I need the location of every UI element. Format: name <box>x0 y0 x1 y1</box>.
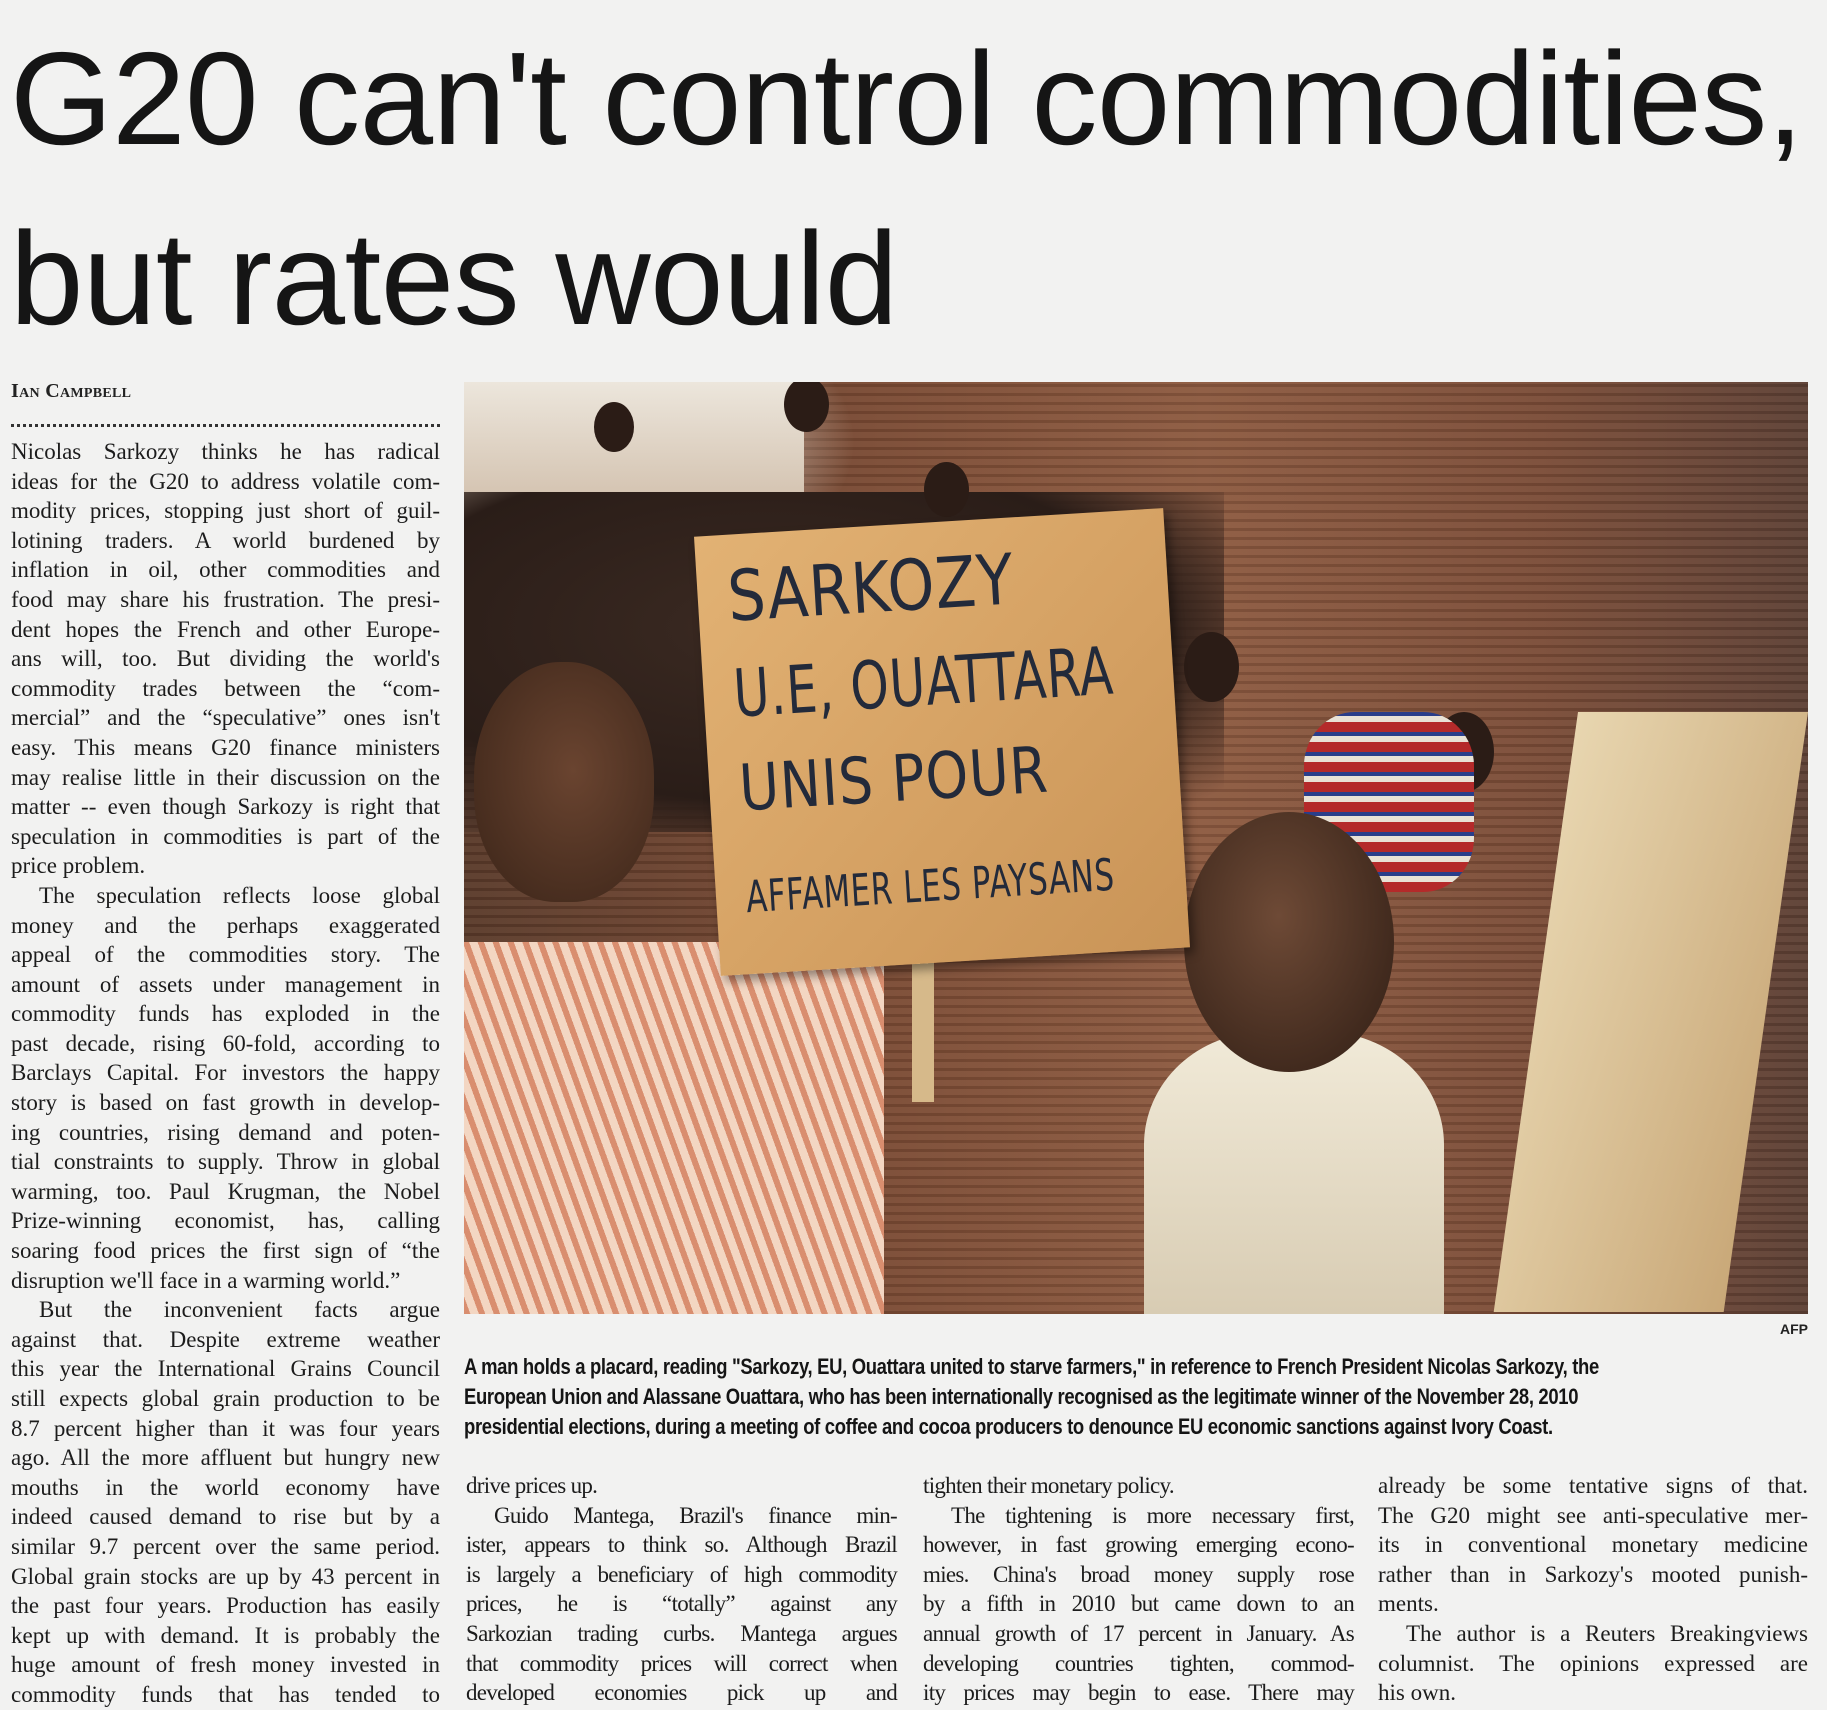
article-column-1: Nicolas Sarkozy thinks he has radical ide… <box>11 437 440 1710</box>
text-line: prices, he is “totally” against any <box>466 1591 898 1617</box>
text-line: similar 9.7 percent over the same period… <box>11 1533 440 1559</box>
text-line: matter -- even though Sarkozy is right t… <box>11 794 440 820</box>
text-line: annual growth of 17 percent in January. … <box>923 1620 1355 1646</box>
text-line: columnist. The opinions expressed are <box>1378 1650 1808 1676</box>
text-line: ago. All the more affluent but hungry ne… <box>11 1445 440 1471</box>
text-line: 8.7 percent higher than it was four year… <box>11 1415 440 1441</box>
text-line: ments. <box>1378 1591 1439 1617</box>
placard: SARKOZY U.E, OUATTARA UNIS POUR AFFAMER … <box>694 508 1190 976</box>
text-line: past decade, rising 60-fold, according t… <box>11 1030 440 1056</box>
text-line: The author is a Reuters Breakingviews <box>1406 1620 1808 1646</box>
caption-line: A man holds a placard, reading "Sarkozy,… <box>464 1354 1599 1379</box>
text-line: The tightening is more necessary first, <box>951 1502 1355 1528</box>
text-line: ity prices may begin to ease. There may <box>923 1680 1355 1706</box>
text-line: mies. China's broad money supply rose <box>923 1561 1355 1587</box>
photo-person <box>594 402 634 452</box>
headline-line: but rates would <box>10 205 898 352</box>
text-line: huge amount of fresh money invested in <box>11 1652 440 1678</box>
text-line: rather than in Sarkozy's mooted punish- <box>1378 1561 1808 1587</box>
text-line: dent hopes the French and other Europe- <box>11 616 440 642</box>
caption-line: presidential elections, during a meeting… <box>464 1414 1553 1439</box>
dotted-divider <box>11 424 440 427</box>
text-line: soaring food prices the first sign of “t… <box>11 1238 440 1264</box>
photo-person <box>924 462 969 517</box>
text-line: ing countries, rising demand and poten- <box>11 1119 440 1145</box>
placard-stick <box>912 952 934 1102</box>
text-line: Global grain stocks are up by 43 percent… <box>11 1563 440 1589</box>
text-line: its in conventional monetary medicine <box>1378 1532 1808 1558</box>
text-line: price problem. <box>11 853 146 879</box>
text-line: already be some tentative signs of that. <box>1378 1473 1808 1498</box>
photo-credit: AFP <box>1780 1321 1808 1337</box>
text-line: is largely a beneficiary of high commodi… <box>466 1561 898 1587</box>
text-line: the past four years. Production has easi… <box>11 1593 440 1619</box>
text-line: Barclays Capital. For investors the happ… <box>11 1060 440 1086</box>
photo-person <box>1184 812 1394 1072</box>
text-line: this year the International Grains Counc… <box>11 1356 440 1382</box>
news-photo: SARKOZY U.E, OUATTARA UNIS POUR AFFAMER … <box>464 382 1808 1314</box>
text-line: Nicolas Sarkozy thinks he has radical <box>11 439 440 464</box>
text-line: disruption we'll face in a warming world… <box>11 1267 401 1293</box>
text-line: food may share his frustration. The pres… <box>11 586 440 612</box>
text-line: commodity trades between the “com- <box>11 675 440 701</box>
text-line: developing countries tighten, commod- <box>923 1650 1355 1676</box>
text-line: tighten their monetary policy. <box>923 1473 1175 1498</box>
photo-person <box>464 942 884 1314</box>
photo-person <box>1184 632 1239 702</box>
text-line: that commodity prices will correct when <box>466 1650 898 1676</box>
text-line: however, in fast growing emerging econo- <box>923 1532 1355 1558</box>
byline: Ian Campbell <box>11 380 132 402</box>
text-line: tial constraints to supply. Throw in glo… <box>11 1149 440 1175</box>
text-line: The speculation reflects loose global <box>39 882 440 908</box>
text-line: by a fifth in 2010 but came down to an <box>923 1591 1355 1617</box>
text-line: warming, too. Paul Krugman, the Nobel <box>11 1178 440 1204</box>
text-line: lotining traders. A world burdened by <box>11 527 440 553</box>
photo-person <box>1144 1032 1444 1314</box>
photo-person <box>474 662 654 902</box>
text-line: inflation in oil, other commodities and <box>11 557 440 583</box>
text-line: ans will, too. But dividing the world's <box>11 646 440 672</box>
text-line: story is based on fast growth in develop… <box>11 1090 440 1116</box>
text-line: developed economies pick up and <box>466 1680 898 1706</box>
text-line: But the inconvenient facts argue <box>39 1297 440 1323</box>
text-line: kept up with demand. It is probably the <box>11 1622 440 1648</box>
text-line: mercial” and the “speculative” ones isn'… <box>11 705 440 731</box>
text-line: his own. <box>1378 1680 1456 1706</box>
text-line: against that. Despite extreme weather <box>11 1326 440 1352</box>
text-line: speculation in commodities is part of th… <box>11 823 440 849</box>
placard-text: U.E, OUATTARA <box>731 632 1116 733</box>
text-line: amount of assets under management in <box>11 971 440 997</box>
text-line: Prize-winning economist, has, calling <box>11 1208 440 1234</box>
headline-line: G20 can't control commodities, <box>10 25 1803 172</box>
placard-text: AFFAMER LES PAYSANS <box>744 849 1117 924</box>
text-line: commodity funds has exploded in the <box>11 1001 440 1027</box>
article-column-3: tighten their monetary policy. The tighte… <box>923 1471 1355 1708</box>
text-line: money and the perhaps exaggerated <box>11 912 440 938</box>
text-line: commodity funds that has tended to <box>11 1681 440 1707</box>
photo-person <box>784 382 829 432</box>
photo-table <box>1493 712 1808 1312</box>
text-line: ideas for the G20 to address volatile co… <box>11 468 440 494</box>
text-line: ister, appears to think so. Although Bra… <box>466 1532 898 1558</box>
text-line: may realise little in their discussion o… <box>11 764 440 790</box>
text-line: indeed caused demand to rise but by a <box>11 1504 440 1530</box>
headline: G20 can't control commodities, but rates… <box>10 9 1825 369</box>
caption-line: European Union and Alassane Ouattara, wh… <box>464 1384 1579 1409</box>
text-line: The G20 might see anti-speculative mer- <box>1378 1502 1808 1528</box>
text-line: mouths in the world economy have <box>11 1474 440 1500</box>
text-line: easy. This means G20 finance ministers <box>11 734 440 760</box>
text-line: Sarkozian trading curbs. Mantega argues <box>466 1620 898 1646</box>
article-column-2: drive prices up. Guido Mantega, Brazil's … <box>466 1471 898 1708</box>
text-line: drive prices up. <box>466 1473 598 1498</box>
text-line: modity prices, stopping just short of gu… <box>11 498 440 524</box>
placard-text: UNIS POUR <box>737 733 1051 827</box>
text-line: still expects global grain production to… <box>11 1386 440 1411</box>
placard-text: SARKOZY <box>725 538 1017 638</box>
text-line: Guido Mantega, Brazil's finance min- <box>494 1502 898 1528</box>
text-line: appeal of the commodities story. The <box>11 942 440 968</box>
photo-caption: A man holds a placard, reading "Sarkozy,… <box>464 1352 1809 1442</box>
article-column-4: already be some tentative signs of that.… <box>1378 1471 1808 1708</box>
